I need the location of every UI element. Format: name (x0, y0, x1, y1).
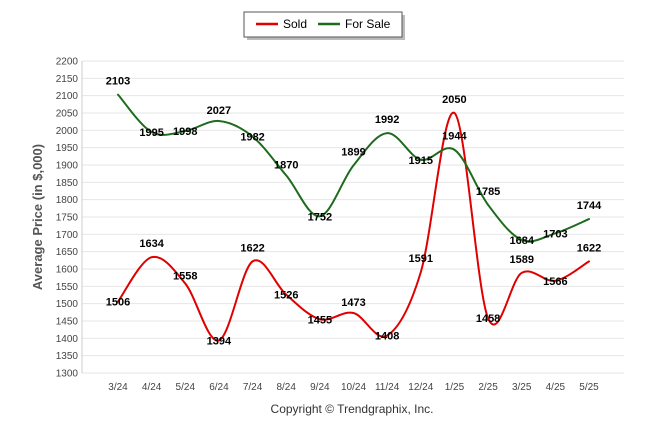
y-tick-label: 1400 (56, 334, 79, 345)
y-tick-label: 1350 (56, 351, 79, 362)
y-tick-label: 1550 (56, 282, 79, 293)
data-label-for-sale: 2103 (106, 76, 130, 88)
series-lines (117, 93, 590, 342)
data-label-sold: 1394 (207, 335, 232, 347)
series-line-for-sale (117, 93, 590, 243)
x-tick-label: 7/24 (243, 382, 263, 393)
gridlines (81, 60, 624, 374)
data-label-sold: 1506 (106, 297, 130, 309)
y-tick-label: 1800 (56, 195, 79, 206)
y-tick-label: 1650 (56, 247, 79, 258)
x-tick-label: 1/25 (445, 382, 465, 393)
y-axis-ticks: 1300 1350 1400 1450 1500 1550 1600 1650 1700 1750… (56, 57, 79, 380)
x-tick-label: 10/24 (341, 382, 366, 393)
y-tick-label: 1700 (56, 230, 79, 241)
y-tick-label: 1500 (56, 299, 79, 310)
data-label-sold: 1634 (139, 238, 164, 250)
data-label-for-sale: 1899 (341, 146, 365, 158)
y-tick-label: 1600 (56, 265, 79, 276)
data-label-sold: 1558 (173, 271, 197, 283)
x-tick-label: 9/24 (310, 382, 330, 393)
y-tick-label: 1900 (56, 161, 79, 172)
data-label-sold: 1622 (577, 242, 601, 254)
data-label-for-sale: 1744 (577, 200, 602, 212)
x-tick-label: 4/25 (546, 382, 566, 393)
y-tick-label: 1850 (56, 178, 79, 189)
data-label-for-sale: 1998 (173, 126, 197, 138)
y-tick-label: 2200 (56, 57, 79, 68)
x-tick-label: 3/25 (512, 382, 532, 393)
data-label-sold: 1566 (543, 276, 567, 288)
y-tick-label: 1950 (56, 143, 79, 154)
data-label-for-sale: 1785 (476, 186, 500, 198)
data-label-sold: 1591 (409, 253, 433, 265)
data-label-sold: 2050 (442, 94, 466, 106)
data-label-sold: 1458 (476, 313, 500, 325)
data-label-for-sale: 1703 (543, 228, 567, 240)
data-label-for-sale: 1995 (139, 127, 163, 139)
data-label-for-sale: 2027 (207, 105, 231, 117)
data-label-sold: 1589 (509, 254, 533, 266)
y-tick-label: 2100 (56, 91, 79, 102)
y-tick-label: 2150 (56, 74, 79, 85)
legend-label-sold: Sold (283, 17, 307, 31)
x-tick-label: 5/24 (176, 382, 196, 393)
data-label-sold: 1622 (240, 242, 264, 254)
x-tick-label: 4/24 (142, 382, 162, 393)
x-tick-label: 3/24 (108, 382, 128, 393)
data-label-sold: 1473 (341, 297, 365, 309)
y-tick-label: 1300 (56, 369, 79, 380)
y-axis-title: Average Price (in $,000) (30, 144, 45, 290)
data-label-sold: 1408 (375, 331, 399, 343)
data-label-sold: 1526 (274, 290, 298, 302)
y-tick-label: 2000 (56, 126, 79, 137)
x-tick-label: 5/25 (579, 382, 599, 393)
copyright-credit: Copyright © Trendgraphix, Inc. (271, 402, 434, 416)
y-tick-label: 1750 (56, 213, 79, 224)
x-axis-ticks: 3/24 4/24 5/24 6/24 7/24 8/24 9/24 10/24 11/24 12… (108, 382, 599, 393)
legend-label-for-sale: For Sale (345, 17, 391, 31)
x-tick-label: 11/24 (375, 382, 400, 393)
data-labels: 1506 1634 1558 1394 1622 1526 1455 1473 1408 1591… (106, 76, 602, 348)
y-tick-label: 2050 (56, 109, 79, 120)
data-label-for-sale: 1992 (375, 114, 399, 126)
x-tick-label: 2/25 (478, 382, 498, 393)
data-label-for-sale: 1870 (274, 159, 298, 171)
data-label-for-sale: 1684 (509, 235, 534, 247)
x-tick-label: 6/24 (209, 382, 229, 393)
x-tick-label: 8/24 (276, 382, 296, 393)
data-label-sold: 1455 (308, 314, 332, 326)
y-tick-label: 1450 (56, 317, 79, 328)
legend: Sold For Sale (243, 11, 405, 40)
data-label-for-sale: 1752 (308, 211, 332, 223)
data-label-for-sale: 1944 (442, 131, 467, 143)
x-tick-label: 12/24 (408, 382, 433, 393)
series-line-sold (117, 111, 590, 342)
data-label-for-sale: 1915 (409, 155, 433, 167)
data-label-for-sale: 1982 (240, 132, 264, 144)
